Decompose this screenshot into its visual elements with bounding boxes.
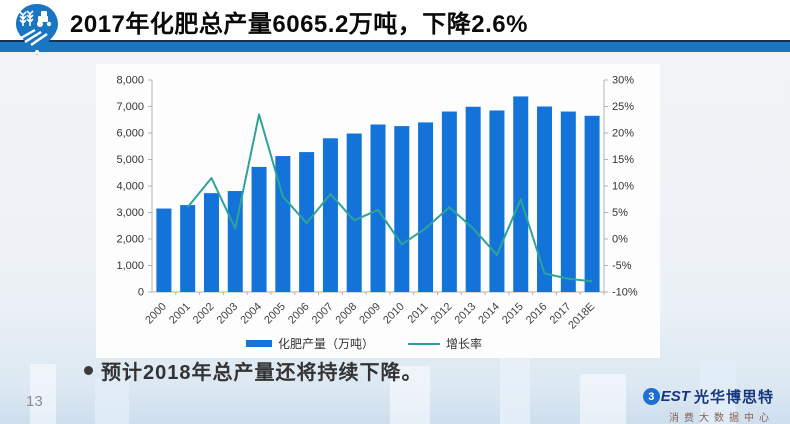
bar-2017 xyxy=(560,111,576,292)
x-axis-label: 2011 xyxy=(405,301,430,326)
slide-header: 2017年化肥总产量6065.2万吨，下降2.6% xyxy=(0,0,790,40)
right-axis-label: 30% xyxy=(612,75,634,87)
right-axis-label: 20% xyxy=(612,128,634,140)
x-axis-label: 2002 xyxy=(191,301,217,327)
left-axis-label: 1,000 xyxy=(116,260,144,272)
x-axis-label: 2010 xyxy=(381,301,407,327)
bar-2010 xyxy=(394,126,410,292)
left-axis-label: 3,000 xyxy=(116,207,144,219)
left-axis-label: 5,000 xyxy=(116,154,144,166)
x-axis-label: 2018E xyxy=(566,301,597,332)
legend-bar-swatch xyxy=(246,340,272,347)
bar-2003 xyxy=(227,191,243,292)
growth-line xyxy=(186,113,593,283)
legend-bar-label: 化肥产量（万吨） xyxy=(278,337,374,351)
x-axis-label: 2016 xyxy=(524,301,550,327)
left-axis-label: 7,000 xyxy=(116,101,144,113)
left-axis-label: 8,000 xyxy=(116,75,144,87)
right-axis-label: 5% xyxy=(612,207,628,219)
bar-2001 xyxy=(180,205,196,292)
x-axis-label: 2003 xyxy=(215,301,241,327)
bar-2008 xyxy=(346,133,362,292)
bullet-item: 预计2018年总产量还将持续下降。 xyxy=(84,356,423,385)
combo-chart: 0 1,000 2,000 3,000 4,000 5,000 6,000 7,000 8,00… xyxy=(116,75,638,352)
bar-2014 xyxy=(489,110,505,292)
x-axis-label: 2007 xyxy=(310,301,336,327)
bar-2013 xyxy=(465,106,481,292)
right-axis-label: -5% xyxy=(612,260,632,272)
x-axis-label: 2012 xyxy=(429,301,455,327)
bullet-text: 预计2018年总产量还将持续下降。 xyxy=(101,362,423,384)
chart-panel: 0 1,000 2,000 3,000 4,000 5,000 6,000 7,000 8,00… xyxy=(96,64,660,358)
brand-est-text: EST xyxy=(660,388,690,405)
x-axis-label: 2006 xyxy=(286,301,312,327)
x-axis-label: 2001 xyxy=(167,301,193,327)
right-axis-label: 0% xyxy=(612,234,628,246)
bar-2000 xyxy=(156,208,172,292)
right-axis-label: 25% xyxy=(612,101,634,113)
legend-line-label: 增长率 xyxy=(446,336,482,351)
brand-logo: 3 EST 光华博思特 消费大数据中心 xyxy=(642,386,774,424)
page-title: 2017年化肥总产量6065.2万吨，下降2.6% xyxy=(70,11,528,38)
bar-2009 xyxy=(370,124,386,292)
bar-2004 xyxy=(251,166,267,292)
brand-name: 光华博思特 xyxy=(693,389,774,406)
x-axis-label: 2000 xyxy=(143,301,169,327)
x-axis-label: 2015 xyxy=(500,301,526,327)
x-axis-label: 2014 xyxy=(476,301,502,327)
page-number: 13 xyxy=(26,393,43,410)
right-axis-label: 15% xyxy=(612,154,634,166)
left-axis-label: 6,000 xyxy=(116,128,144,140)
best-circle-icon: 3 xyxy=(642,388,660,405)
right-axis-label: 10% xyxy=(612,181,634,193)
bar-2002 xyxy=(203,193,219,292)
bullet-icon xyxy=(84,366,93,375)
bar-2007 xyxy=(322,138,338,292)
bar-2018E xyxy=(584,115,600,293)
bar-2012 xyxy=(441,111,457,292)
left-axis-label: 0 xyxy=(138,287,144,299)
watermark-building xyxy=(580,374,626,424)
x-axis-label: 2009 xyxy=(357,301,383,327)
right-axis-label: -10% xyxy=(612,287,638,299)
bar-2005 xyxy=(275,156,291,292)
x-axis-label: 2004 xyxy=(238,301,264,327)
watermark-building xyxy=(500,354,530,424)
left-axis-label: 2,000 xyxy=(116,234,144,246)
x-axis-label: 2005 xyxy=(262,301,288,327)
brand-subtitle: 消费大数据中心 xyxy=(669,413,774,424)
header-accent-bar xyxy=(0,40,790,52)
bar-2016 xyxy=(537,106,553,292)
farm-balloon-logo-icon xyxy=(16,4,58,55)
x-axis-label: 2013 xyxy=(452,301,478,327)
bar-2015 xyxy=(513,96,529,293)
x-axis-label: 2008 xyxy=(334,301,360,327)
bar-2011 xyxy=(418,122,434,293)
left-axis-label: 4,000 xyxy=(116,181,144,193)
